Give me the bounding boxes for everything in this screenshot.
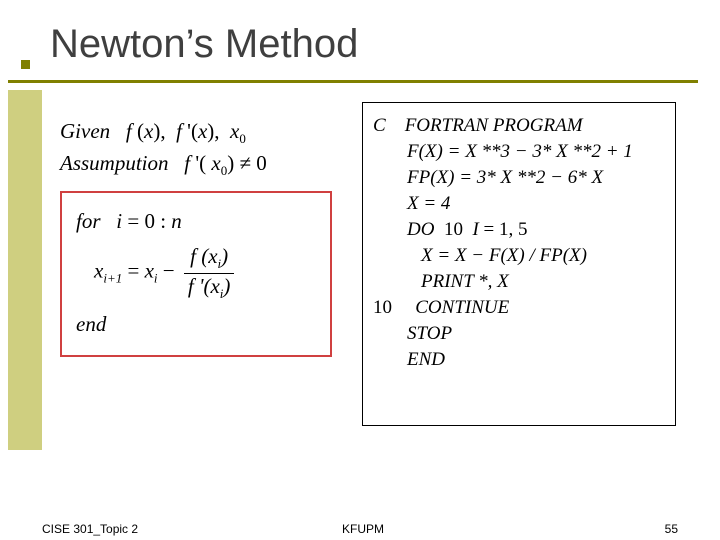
fortran-stop: STOP — [407, 323, 667, 345]
iteration-box: for i = 0 : n xi+1 = xi − f (xi) f '(xi)… — [60, 191, 332, 356]
fortran-end: END — [407, 349, 667, 371]
algorithm-block: Given f (x), f '(x), x0 Assumpution f '(… — [60, 115, 350, 357]
fortran-update: X = X − F(X) / FP(X) — [421, 245, 667, 267]
footer-left: CISE 301_Topic 2 — [42, 522, 138, 536]
end-line: end — [76, 312, 316, 337]
fortran-fp-def: FP(X) = 3* X **2 − 6* X — [407, 167, 667, 189]
fortran-x-init: X = 4 — [407, 193, 667, 215]
fortran-print: PRINT *, X — [421, 271, 667, 293]
footer-center: KFUPM — [342, 522, 384, 536]
accent-sidebar — [8, 90, 42, 450]
fortran-continue: 10 CONTINUE — [373, 297, 667, 319]
fortran-f-def: F(X) = X **3 − 3* X **2 + 1 — [407, 141, 667, 163]
for-line: for i = 0 : n — [76, 209, 316, 234]
assumption-line: Assumpution f '( x0) ≠ 0 — [60, 151, 350, 179]
fortran-do: DO 10 I = 1, 5 — [407, 219, 667, 241]
given-line: Given f (x), f '(x), x0 — [60, 119, 350, 147]
slide: Newton’s Method Given f (x), f '(x), x0 … — [0, 0, 720, 540]
title-underline — [8, 80, 698, 83]
footer-page: 55 — [665, 522, 678, 536]
slide-title: Newton’s Method — [50, 22, 358, 67]
accent-square — [21, 60, 30, 69]
fortran-box: C FORTRAN PROGRAM F(X) = X **3 − 3* X **… — [362, 102, 676, 426]
fortran-comment: C FORTRAN PROGRAM — [373, 115, 667, 137]
update-formula: xi+1 = xi − f (xi) f '(xi) — [94, 244, 316, 301]
